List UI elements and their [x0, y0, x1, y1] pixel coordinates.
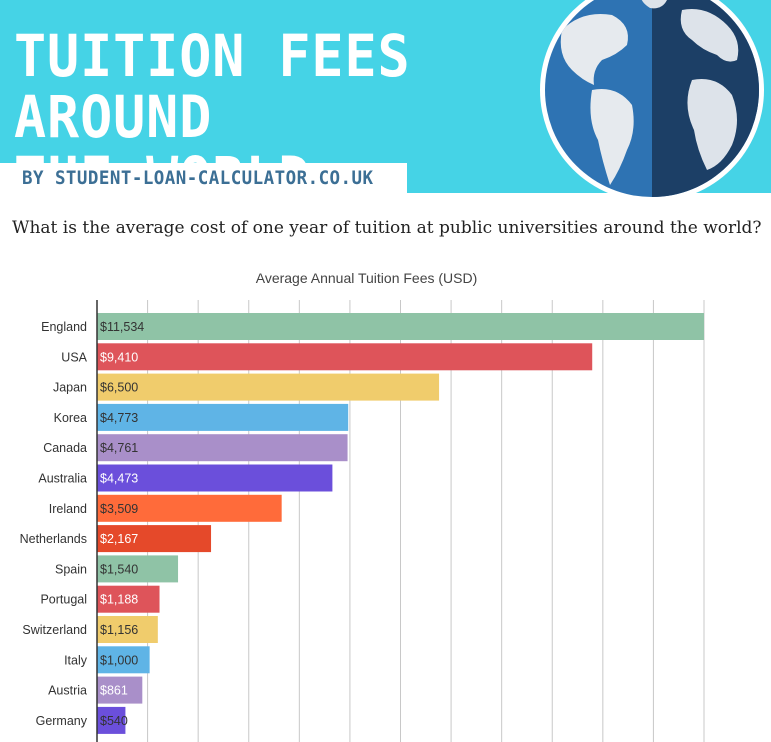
category-label: Portugal — [40, 593, 87, 607]
bar — [97, 676, 143, 704]
category-label: USA — [61, 350, 87, 364]
bar — [97, 646, 150, 674]
bar — [97, 343, 593, 371]
bar — [97, 585, 160, 613]
bar — [97, 706, 126, 734]
bar-chart: England $11,534 USA $9,410 Japan $6,500 Korea $… — [20, 300, 705, 742]
value-label: $9,410 — [100, 350, 138, 364]
bar — [97, 494, 282, 522]
bar — [97, 525, 212, 553]
value-label: $4,473 — [100, 472, 138, 486]
globe-icon — [540, 0, 764, 202]
category-label: Spain — [55, 562, 87, 576]
chart-title: Average Annual Tuition Fees (USD) — [255, 270, 478, 286]
byline-box — [0, 163, 407, 193]
value-label: $1,000 — [100, 653, 138, 667]
value-label: $861 — [100, 684, 128, 698]
byline: BY STUDENT-LOAN-CALCULATOR.CO.UK — [22, 167, 374, 189]
bar — [97, 373, 440, 401]
value-label: $540 — [100, 714, 128, 728]
value-label: $1,540 — [100, 562, 138, 576]
bar — [97, 555, 179, 583]
value-label: $6,500 — [100, 381, 138, 395]
value-label: $4,761 — [100, 441, 138, 455]
bar — [97, 403, 349, 431]
value-label: $1,188 — [100, 593, 138, 607]
bar — [97, 313, 704, 340]
value-label: $2,167 — [100, 532, 138, 546]
category-label: Switzerland — [22, 623, 87, 637]
value-label: $11,534 — [100, 320, 144, 334]
category-label: Canada — [43, 441, 87, 455]
category-label: Italy — [64, 653, 88, 667]
bar — [97, 434, 348, 462]
category-label: Korea — [54, 411, 87, 425]
category-label: Netherlands — [20, 532, 87, 546]
value-label: $1,156 — [100, 623, 138, 637]
category-label: Australia — [38, 472, 87, 486]
value-label: $3,509 — [100, 502, 138, 516]
value-label: $4,773 — [100, 411, 138, 425]
category-label: Ireland — [49, 502, 87, 516]
category-label: Japan — [53, 381, 87, 395]
bar — [97, 616, 158, 643]
chart-question: What is the average cost of one year of … — [12, 218, 762, 238]
category-label: Austria — [48, 684, 87, 698]
bar — [97, 464, 333, 492]
category-label: Germany — [36, 714, 88, 728]
category-label: England — [41, 320, 87, 334]
